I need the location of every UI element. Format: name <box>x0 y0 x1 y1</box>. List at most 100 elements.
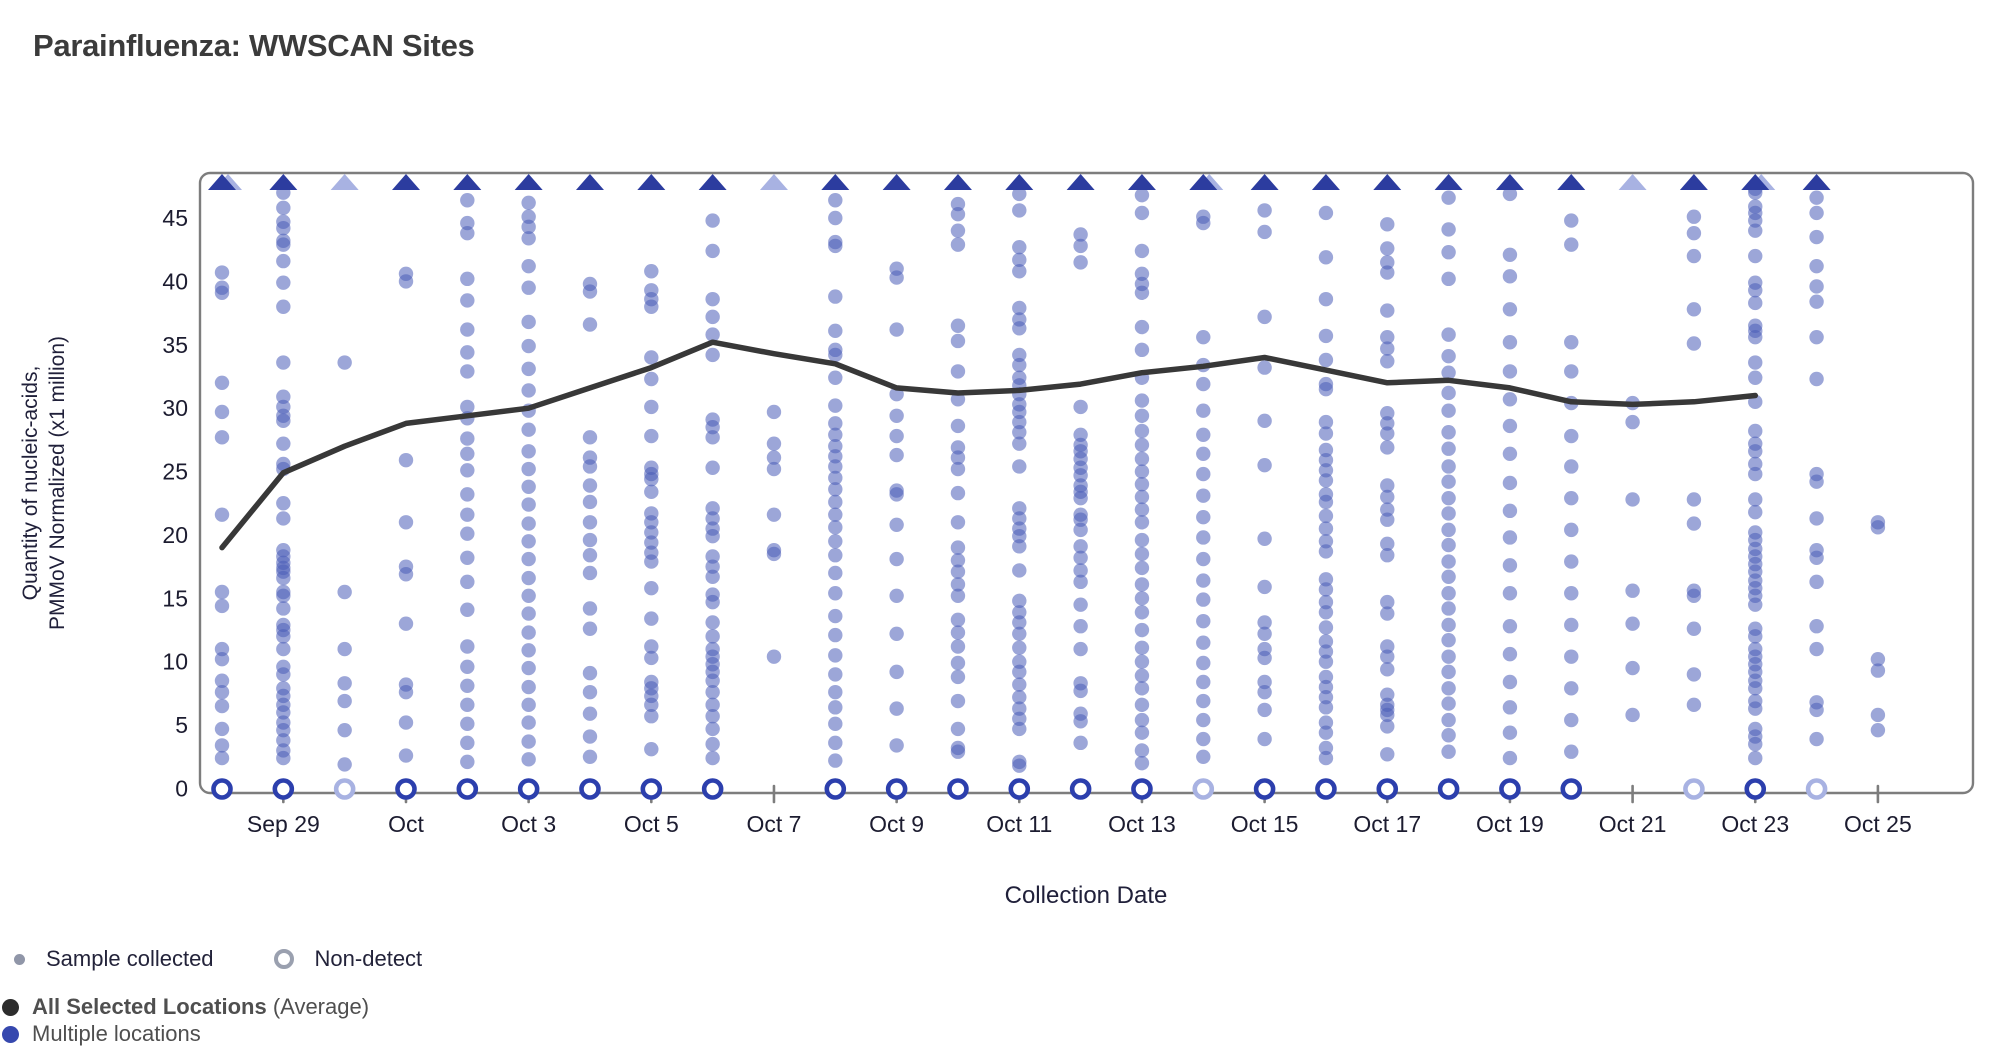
sample-dot[interactable] <box>398 515 414 530</box>
sample-dot[interactable] <box>1134 654 1150 669</box>
sample-dot[interactable] <box>582 548 598 563</box>
sample-dot[interactable] <box>582 706 598 721</box>
sample-dot[interactable] <box>1134 605 1150 620</box>
above-range-triangle[interactable] <box>1557 174 1586 190</box>
sample-dot[interactable] <box>214 584 230 600</box>
sample-dot[interactable] <box>460 754 475 770</box>
sample-dot[interactable] <box>1686 209 1702 224</box>
sample-dot[interactable] <box>705 709 720 724</box>
sample-dot[interactable] <box>644 428 659 444</box>
sample-dot[interactable] <box>1809 641 1824 657</box>
above-range-triangle[interactable] <box>882 174 911 190</box>
non-detect-marker[interactable] <box>1744 778 1767 800</box>
sample-dot[interactable] <box>460 431 475 446</box>
sample-dot[interactable] <box>1809 550 1824 565</box>
sample-dot[interactable] <box>1380 416 1395 431</box>
sample-dot[interactable] <box>705 736 720 752</box>
above-range-triangle[interactable] <box>391 174 420 190</box>
sample-dot[interactable] <box>1380 536 1395 552</box>
sample-dot[interactable] <box>644 580 659 596</box>
sample-dot[interactable] <box>521 209 536 224</box>
sample-dot[interactable] <box>644 371 659 387</box>
sample-dot[interactable] <box>1748 295 1763 311</box>
sample-dot[interactable] <box>1318 452 1334 468</box>
sample-dot[interactable] <box>460 639 475 654</box>
sample-dot[interactable] <box>705 721 720 737</box>
non-detect-marker[interactable] <box>395 778 417 800</box>
sample-dot[interactable] <box>1134 502 1150 517</box>
non-detect-marker[interactable] <box>1499 778 1521 800</box>
sample-dot[interactable] <box>1196 613 1211 629</box>
sample-dot[interactable] <box>1073 641 1088 657</box>
above-range-triangle[interactable] <box>1311 174 1340 190</box>
sample-dot[interactable] <box>1073 619 1088 634</box>
sample-dot[interactable] <box>1257 458 1272 473</box>
sample-dot[interactable] <box>1809 511 1824 526</box>
non-detect-marker[interactable] <box>1192 778 1215 800</box>
sample-dot[interactable] <box>1012 321 1027 336</box>
sample-dot[interactable] <box>828 439 843 454</box>
non-detect-marker[interactable] <box>456 778 479 800</box>
sample-dot[interactable] <box>1441 459 1456 474</box>
sample-dot[interactable] <box>1073 468 1088 483</box>
sample-dot[interactable] <box>1012 529 1027 544</box>
sample-dot[interactable] <box>582 478 598 493</box>
sample-dot[interactable] <box>1809 258 1824 274</box>
sample-dot[interactable] <box>705 430 720 445</box>
sample-dot[interactable] <box>460 487 475 502</box>
sample-dot[interactable] <box>889 322 904 337</box>
sample-dot[interactable] <box>950 553 966 568</box>
sample-dot[interactable] <box>214 684 230 700</box>
sample-dot[interactable] <box>1318 508 1334 524</box>
sample-dot[interactable] <box>1380 303 1395 318</box>
sample-dot[interactable] <box>1196 731 1211 747</box>
sample-dot[interactable] <box>766 450 782 465</box>
sample-dot[interactable] <box>1564 490 1579 506</box>
sample-dot[interactable] <box>1441 554 1456 569</box>
sample-dot[interactable] <box>582 430 598 445</box>
sample-dot[interactable] <box>276 355 291 370</box>
sample-dot[interactable] <box>1380 406 1395 421</box>
non-detect-marker[interactable] <box>1805 778 1828 800</box>
sample-dot[interactable] <box>1318 634 1334 649</box>
sample-dot[interactable] <box>1134 515 1150 530</box>
sample-dot[interactable] <box>1012 425 1027 440</box>
sample-dot[interactable] <box>889 626 904 642</box>
sample-dot[interactable] <box>1012 690 1027 705</box>
non-detect-marker[interactable] <box>1131 778 1153 800</box>
sample-dot[interactable] <box>950 206 966 222</box>
sample-dot[interactable] <box>644 554 659 569</box>
sample-dot[interactable] <box>460 271 475 287</box>
sample-dot[interactable] <box>1073 539 1088 554</box>
sample-dot[interactable] <box>582 729 598 744</box>
sample-dot[interactable] <box>337 757 352 772</box>
sample-dot[interactable] <box>1257 650 1272 666</box>
sample-dot[interactable] <box>1441 365 1456 380</box>
sample-dot[interactable] <box>337 676 352 691</box>
sample-dot[interactable] <box>1012 626 1027 642</box>
sample-dot[interactable] <box>521 570 536 586</box>
sample-dot[interactable] <box>460 697 475 713</box>
sample-dot[interactable] <box>1748 329 1763 345</box>
sample-dot[interactable] <box>950 450 966 465</box>
sample-dot[interactable] <box>1502 674 1518 690</box>
sample-dot[interactable] <box>1257 360 1272 375</box>
sample-dot[interactable] <box>705 213 720 228</box>
above-range-triangle[interactable] <box>453 174 482 190</box>
sample-dot[interactable] <box>1073 427 1088 442</box>
sample-dot[interactable] <box>460 193 475 208</box>
sample-dot[interactable] <box>1257 702 1272 718</box>
sample-dot[interactable] <box>1809 371 1824 387</box>
sample-dot[interactable] <box>1134 622 1150 638</box>
sample-dot[interactable] <box>1564 213 1579 228</box>
sample-dot[interactable] <box>276 237 291 252</box>
sample-dot[interactable] <box>1012 701 1027 716</box>
sample-dot[interactable] <box>276 275 291 290</box>
sample-dot[interactable] <box>828 459 843 474</box>
sample-dot[interactable] <box>950 364 966 379</box>
sample-dot[interactable] <box>828 548 843 563</box>
sample-dot[interactable] <box>1380 747 1395 762</box>
sample-dot[interactable] <box>1564 522 1579 538</box>
above-range-triangle[interactable] <box>269 174 298 190</box>
sample-dot[interactable] <box>1380 512 1395 527</box>
